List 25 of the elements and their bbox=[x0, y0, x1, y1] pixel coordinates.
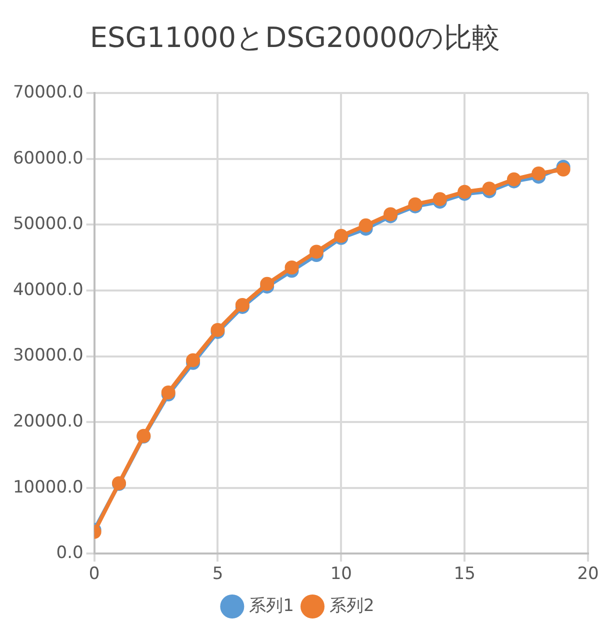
y-tick-label: 50000.0 bbox=[12, 214, 84, 234]
point bbox=[186, 353, 200, 368]
y-tick-label: 70000.0 bbox=[12, 82, 84, 103]
y-tick-label: 30000.0 bbox=[12, 346, 84, 366]
point bbox=[556, 162, 570, 176]
point bbox=[260, 276, 274, 291]
y-tick-label: 40000.0 bbox=[12, 280, 84, 300]
point bbox=[309, 244, 324, 259]
point bbox=[532, 166, 546, 180]
chart-title: ESG11000とDSG20000の比較 bbox=[88, 20, 502, 56]
y-tick-label: 0.0 bbox=[56, 543, 84, 564]
x-tick-label: 20 bbox=[577, 564, 599, 584]
x-tick-label: 15 bbox=[454, 564, 476, 584]
y-tick-label: 10000.0 bbox=[12, 477, 84, 498]
x-tick-label: 10 bbox=[330, 564, 352, 584]
point bbox=[358, 218, 373, 232]
point bbox=[284, 260, 299, 274]
legend-label: 系列1 bbox=[249, 596, 294, 616]
point bbox=[432, 192, 447, 206]
x-tick-label: 0 bbox=[88, 564, 100, 584]
y-tick-label: 60000.0 bbox=[12, 148, 84, 168]
y-tick-label: 20000.0 bbox=[12, 411, 84, 432]
legend-label: 系列2 bbox=[330, 596, 374, 616]
point bbox=[482, 182, 496, 196]
x-tick-label: 5 bbox=[212, 564, 224, 584]
